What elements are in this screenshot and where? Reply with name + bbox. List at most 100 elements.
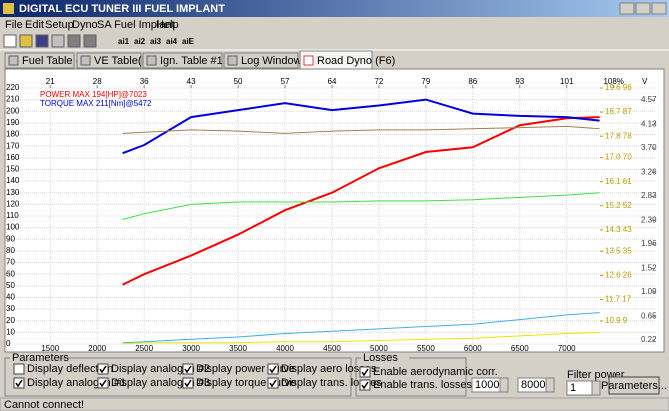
y3-tick-label: 16.1 61 bbox=[605, 177, 632, 186]
toolbar-button[interactable]: ai4 bbox=[166, 37, 178, 46]
menu-item[interactable]: Help bbox=[156, 19, 179, 31]
checkbox[interactable] bbox=[267, 377, 279, 389]
y-tick-label: 220 bbox=[6, 83, 20, 92]
y2-tick-label: 1.52 bbox=[641, 264, 657, 273]
checkbox[interactable] bbox=[359, 379, 371, 391]
y-tick-label: 40 bbox=[6, 293, 15, 302]
toolbar-icon[interactable] bbox=[83, 34, 97, 48]
spin-buttons[interactable] bbox=[499, 377, 509, 393]
check-mark bbox=[361, 381, 369, 390]
tab-label[interactable]: Road Dyno (F6) bbox=[317, 55, 395, 67]
x-tick-label: 1500 bbox=[41, 344, 59, 353]
x-tick-label: 5500 bbox=[417, 344, 435, 353]
checkbox[interactable] bbox=[97, 377, 109, 389]
menu-item[interactable]: SA Fuel Implant bbox=[97, 19, 175, 31]
x2-tick-label: 28 bbox=[93, 77, 102, 86]
button-label[interactable]: Parameters... bbox=[601, 380, 667, 392]
tab-icon bbox=[227, 55, 238, 66]
menu-item[interactable]: Setup bbox=[45, 19, 74, 31]
button[interactable] bbox=[608, 376, 660, 395]
group-title-bg bbox=[361, 353, 409, 363]
tab[interactable] bbox=[76, 52, 142, 69]
toolbar-icon[interactable] bbox=[19, 34, 33, 48]
tab[interactable] bbox=[299, 50, 373, 70]
checkbox[interactable] bbox=[13, 377, 25, 389]
y-tick-label: 110 bbox=[6, 211, 19, 220]
spin-buttons[interactable] bbox=[545, 377, 555, 393]
tab[interactable] bbox=[142, 52, 223, 69]
toolbar-icon[interactable] bbox=[35, 34, 49, 48]
checkbox[interactable] bbox=[97, 363, 109, 375]
y-tick-label: 10 bbox=[6, 327, 15, 336]
y2-tick-label: 1.09 bbox=[641, 287, 657, 296]
x-tick-label: 4500 bbox=[323, 344, 341, 353]
checkbox[interactable] bbox=[182, 363, 194, 375]
series-line bbox=[122, 331, 600, 345]
y3-tick-label: 10.9 9 bbox=[605, 316, 628, 325]
x-tick-label: 6500 bbox=[511, 344, 529, 353]
close-button[interactable] bbox=[651, 2, 667, 15]
toolbar-icon[interactable] bbox=[67, 34, 81, 48]
checkbox-label[interactable]: Enable aerodynamic corr. bbox=[373, 366, 498, 378]
y-tick-label: 130 bbox=[6, 188, 20, 197]
tab[interactable] bbox=[4, 52, 75, 69]
toolbar-button[interactable]: ai2 bbox=[134, 37, 146, 46]
spin-value[interactable]: 8000 bbox=[521, 379, 545, 391]
x2-tick-label: 86 bbox=[468, 77, 477, 86]
x-tick-label: 3500 bbox=[229, 344, 247, 353]
spin-buttons[interactable] bbox=[591, 380, 601, 396]
checkbox-label[interactable]: Display aero losses bbox=[281, 363, 377, 375]
tab-icon bbox=[146, 55, 157, 66]
y-tick-label: 70 bbox=[6, 258, 15, 267]
window-title: DIGITAL ECU TUNER III FUEL IMPLANT bbox=[19, 3, 225, 15]
y2-tick-label: 2.39 bbox=[641, 216, 657, 225]
checkbox[interactable] bbox=[13, 363, 25, 375]
y3-tick-label: 13.5 35 bbox=[605, 246, 632, 255]
title-bar bbox=[0, 0, 669, 17]
checkbox-label[interactable]: Display deflection bbox=[27, 363, 113, 375]
check-mark bbox=[184, 379, 192, 388]
y-tick-label: 50 bbox=[6, 281, 15, 290]
checkbox[interactable] bbox=[182, 377, 194, 389]
y2-tick-label: 4.57 bbox=[641, 95, 657, 104]
spin-value[interactable]: 1000 bbox=[475, 379, 499, 391]
series-line bbox=[122, 116, 600, 286]
x-tick-label: 6000 bbox=[464, 344, 482, 353]
y-tick-label: 170 bbox=[6, 141, 20, 150]
tab[interactable] bbox=[223, 52, 299, 69]
y3-tick-label: 14.3 43 bbox=[605, 225, 632, 234]
checkbox-label[interactable]: Display trans. losses bbox=[281, 377, 382, 389]
toolbar-button[interactable]: ai1 bbox=[118, 37, 130, 46]
y2-tick-label: 3.26 bbox=[641, 168, 657, 177]
minimize-button[interactable] bbox=[619, 2, 635, 15]
x-tick-label: 4000 bbox=[276, 344, 294, 353]
checkbox[interactable] bbox=[267, 363, 279, 375]
toolbar-button[interactable]: aiE bbox=[182, 37, 195, 46]
y-tick-label: 160 bbox=[6, 153, 20, 162]
tab-label[interactable]: VE Table(F2) bbox=[94, 55, 158, 67]
checkbox[interactable] bbox=[359, 366, 371, 378]
y-tick-label: 90 bbox=[6, 234, 15, 243]
spin-value[interactable]: 1 bbox=[570, 382, 576, 394]
menu-item[interactable]: Dyno bbox=[72, 19, 98, 31]
checkbox-label[interactable]: Enable trans. losses corr. bbox=[373, 379, 497, 391]
y-tick-label: 60 bbox=[6, 269, 15, 278]
y3-tick-label: 19.6 96 bbox=[605, 83, 632, 92]
group-box bbox=[355, 357, 467, 397]
legend-entry: POWER MAX 194[HP]@7023 bbox=[40, 90, 147, 99]
series-line bbox=[122, 125, 600, 134]
y-tick-label: 190 bbox=[6, 118, 20, 127]
menu-item[interactable]: File bbox=[5, 19, 23, 31]
status-text: Cannot connect! bbox=[4, 399, 84, 411]
maximize-button[interactable] bbox=[635, 2, 651, 15]
toolbar-icon[interactable] bbox=[3, 34, 17, 48]
y2-tick-label: 0.22 bbox=[641, 335, 657, 344]
x2-tick-label: 36 bbox=[140, 77, 149, 86]
x2-tick-label: 108% bbox=[603, 77, 623, 86]
y2-axis-label: V bbox=[642, 77, 648, 86]
y2-tick-label: 1.96 bbox=[641, 239, 657, 248]
toolbar-icon[interactable] bbox=[51, 34, 65, 48]
menu-item[interactable]: Edit bbox=[25, 19, 44, 31]
toolbar-button[interactable]: ai3 bbox=[150, 37, 162, 46]
